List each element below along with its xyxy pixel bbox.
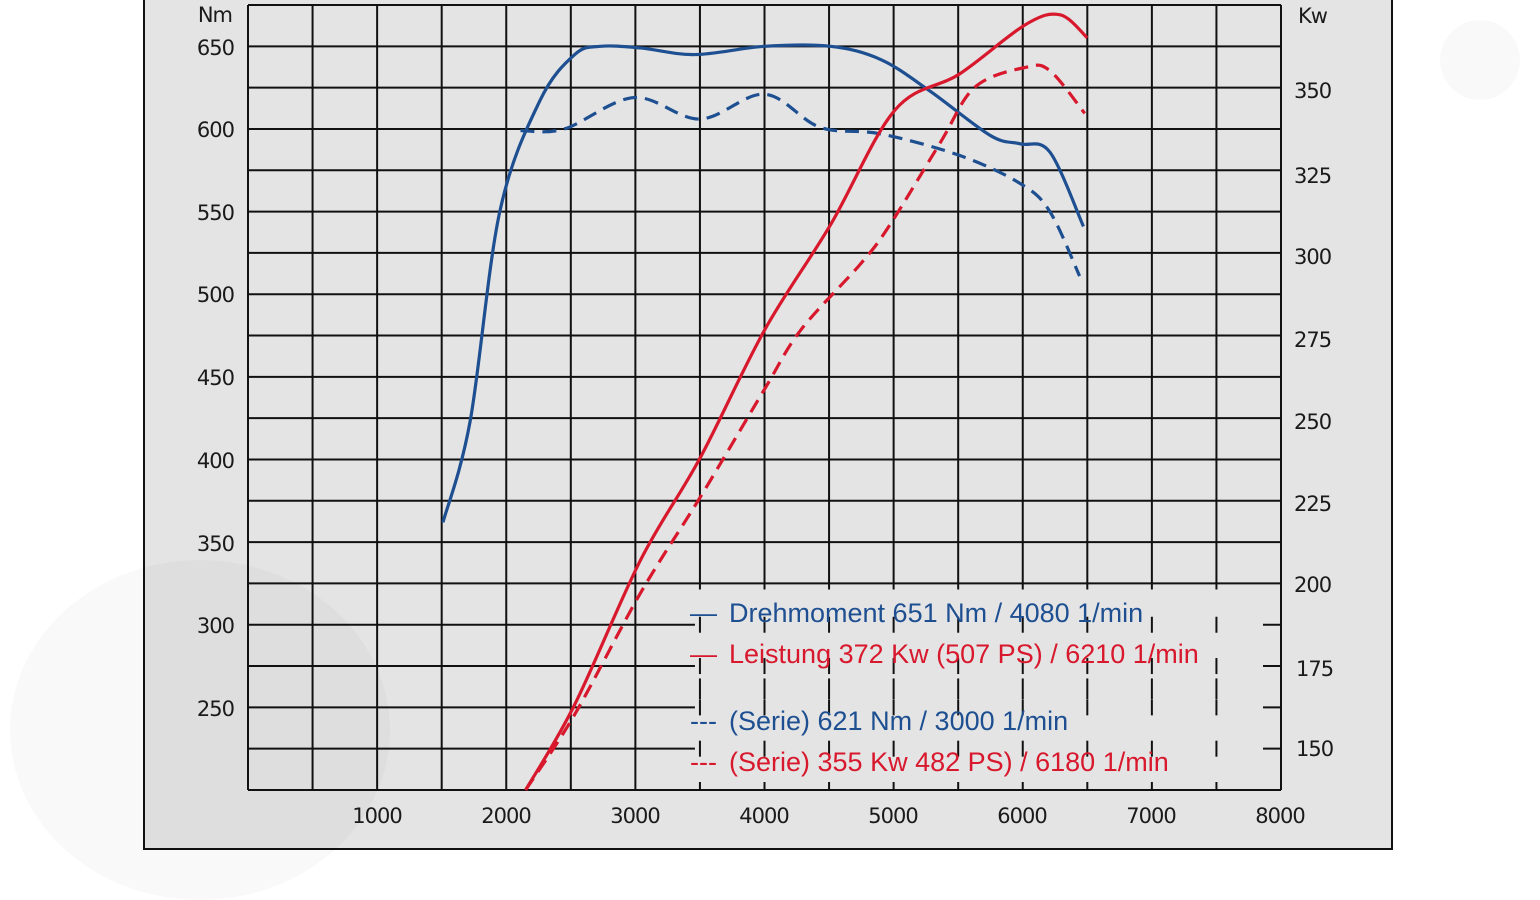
- legend-marker: —: [690, 639, 717, 669]
- right-tick-label: 325: [1294, 164, 1331, 188]
- serie-power-curve: [524, 63, 1086, 791]
- x-tick-label: 2000: [481, 804, 530, 828]
- right-axis-labels: 350 325 300 275 250 225 200 175 150: [1294, 79, 1334, 761]
- plot-grid: [247, 4, 1282, 791]
- left-tick-label: 550: [197, 201, 234, 225]
- left-tick-label: 250: [197, 697, 234, 721]
- legend-label: Leistung 372 Kw (507 PS) / 6210 1/min: [729, 639, 1199, 669]
- legend-label: (Serie) 355 Kw 482 PS) / 6180 1/min: [729, 747, 1169, 777]
- right-tick-label: 175: [1296, 657, 1333, 681]
- left-tick-label: 400: [197, 449, 234, 473]
- legend-item-serie-torque: --- (Serie) 621 Nm / 3000 1/min: [690, 706, 1068, 736]
- left-tick-label: 350: [197, 532, 234, 556]
- x-tick-label: 6000: [997, 804, 1046, 828]
- right-tick-label: 275: [1294, 328, 1331, 352]
- legend-marker: ---: [690, 747, 717, 777]
- left-tick-label: 650: [197, 36, 234, 60]
- legend-marker: ---: [690, 706, 717, 736]
- legend: — Drehmoment 651 Nm / 4080 1/min — Leist…: [690, 598, 1199, 777]
- legend-item-power: — Leistung 372 Kw (507 PS) / 6210 1/min: [690, 639, 1199, 669]
- legend-label: (Serie) 621 Nm / 3000 1/min: [729, 706, 1068, 736]
- right-tick-label: 250: [1294, 410, 1331, 434]
- x-tick-label: 1000: [352, 804, 401, 828]
- right-tick-label: 150: [1296, 737, 1333, 761]
- legend-label: Drehmoment 651 Nm / 4080 1/min: [729, 598, 1143, 628]
- right-tick-label: 225: [1294, 492, 1331, 516]
- power-curve: [524, 12, 1089, 791]
- torque-curve: [441, 43, 1085, 523]
- right-tick-label: 200: [1294, 573, 1331, 597]
- left-tick-label: 500: [197, 283, 234, 307]
- left-axis-labels: 650 600 550 500 450 400 350 300 250: [197, 36, 235, 721]
- right-tick-label: 300: [1294, 245, 1331, 269]
- left-tick-label: 300: [197, 614, 234, 638]
- x-tick-label: 7000: [1126, 804, 1175, 828]
- curves: [441, 12, 1089, 791]
- dyno-chart: Nm Kw 650 600 550 500 450 400 350 300 25…: [197, 3, 1334, 828]
- x-tick-label: 4000: [739, 804, 788, 828]
- x-tick-label: 3000: [610, 804, 659, 828]
- right-tick-label: 350: [1294, 79, 1331, 103]
- legend-item-serie-power: --- (Serie) 355 Kw 482 PS) / 6180 1/min: [690, 747, 1169, 777]
- left-axis-unit: Nm: [198, 3, 232, 27]
- legend-item-torque: — Drehmoment 651 Nm / 4080 1/min: [690, 598, 1143, 628]
- serie-torque-curve: [520, 92, 1082, 277]
- x-axis-labels: 1000 2000 3000 4000 5000 6000 7000 8000: [352, 804, 1305, 828]
- x-tick-label: 5000: [868, 804, 917, 828]
- left-tick-label: 450: [197, 366, 234, 390]
- right-axis-unit: Kw: [1298, 4, 1328, 28]
- legend-marker: —: [690, 598, 717, 628]
- x-tick-label: 8000: [1255, 804, 1304, 828]
- left-tick-label: 600: [197, 118, 234, 142]
